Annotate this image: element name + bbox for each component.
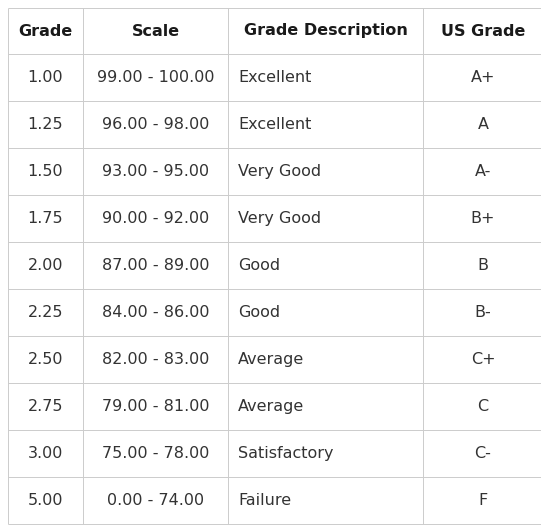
- Text: 5.00: 5.00: [28, 493, 63, 508]
- Text: Failure: Failure: [238, 493, 291, 508]
- Text: 1.50: 1.50: [28, 164, 63, 179]
- Text: Grade: Grade: [18, 23, 72, 39]
- Text: 2.50: 2.50: [28, 352, 63, 367]
- Text: Scale: Scale: [131, 23, 180, 39]
- Text: C+: C+: [471, 352, 496, 367]
- Text: Excellent: Excellent: [238, 70, 312, 85]
- Text: Good: Good: [238, 258, 280, 273]
- Text: Grade Description: Grade Description: [243, 23, 407, 39]
- Text: 99.00 - 100.00: 99.00 - 100.00: [97, 70, 214, 85]
- Text: Good: Good: [238, 305, 280, 320]
- Text: C: C: [478, 399, 489, 414]
- Text: 1.75: 1.75: [28, 211, 63, 226]
- Text: Average: Average: [238, 399, 304, 414]
- Text: US Grade: US Grade: [441, 23, 525, 39]
- Text: Very Good: Very Good: [238, 164, 321, 179]
- Text: A+: A+: [471, 70, 495, 85]
- Text: Excellent: Excellent: [238, 117, 312, 132]
- Text: 1.00: 1.00: [28, 70, 63, 85]
- Text: A-: A-: [475, 164, 491, 179]
- Text: 96.00 - 98.00: 96.00 - 98.00: [102, 117, 209, 132]
- Text: 2.25: 2.25: [28, 305, 63, 320]
- Text: 3.00: 3.00: [28, 446, 63, 461]
- Text: 2.75: 2.75: [28, 399, 63, 414]
- Text: Very Good: Very Good: [238, 211, 321, 226]
- Text: 84.00 - 86.00: 84.00 - 86.00: [102, 305, 209, 320]
- Text: 79.00 - 81.00: 79.00 - 81.00: [102, 399, 209, 414]
- Text: 93.00 - 95.00: 93.00 - 95.00: [102, 164, 209, 179]
- Text: C-: C-: [474, 446, 491, 461]
- Text: 90.00 - 92.00: 90.00 - 92.00: [102, 211, 209, 226]
- Text: B-: B-: [474, 305, 491, 320]
- Text: B+: B+: [471, 211, 495, 226]
- Text: 75.00 - 78.00: 75.00 - 78.00: [102, 446, 209, 461]
- Text: B: B: [478, 258, 489, 273]
- Text: F: F: [478, 493, 487, 508]
- Text: 2.00: 2.00: [28, 258, 63, 273]
- Text: 1.25: 1.25: [28, 117, 63, 132]
- Text: 82.00 - 83.00: 82.00 - 83.00: [102, 352, 209, 367]
- Text: 87.00 - 89.00: 87.00 - 89.00: [102, 258, 209, 273]
- Text: A: A: [478, 117, 489, 132]
- Text: Average: Average: [238, 352, 304, 367]
- Text: 0.00 - 74.00: 0.00 - 74.00: [107, 493, 204, 508]
- Text: Satisfactory: Satisfactory: [238, 446, 333, 461]
